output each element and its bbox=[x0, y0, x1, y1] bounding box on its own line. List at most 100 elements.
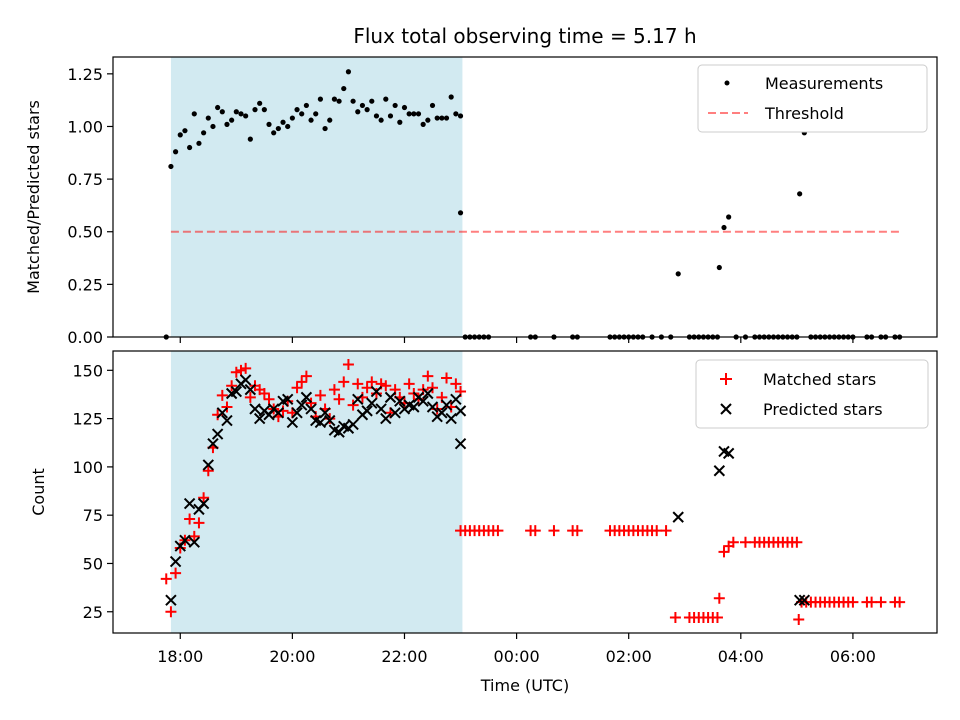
measurement-point bbox=[201, 130, 207, 136]
matched-series bbox=[160, 359, 906, 625]
bottom-legend: Matched stars Predicted stars bbox=[695, 359, 929, 429]
matched-point bbox=[342, 359, 354, 371]
measurement-point bbox=[266, 121, 272, 127]
measurement-point bbox=[336, 98, 342, 104]
matched-point bbox=[226, 380, 238, 392]
matched-point bbox=[324, 413, 336, 425]
top-legend: Measurements Threshold bbox=[697, 64, 928, 133]
matched-point bbox=[244, 391, 256, 403]
matched-point bbox=[866, 596, 878, 608]
predicted-point bbox=[394, 395, 406, 407]
top-panel: 0.00 0.25 0.50 0.75 1.00 1.25 Matched/Predict… bbox=[24, 56, 938, 347]
measurement-point bbox=[229, 117, 235, 123]
measurement-point bbox=[224, 121, 230, 127]
measurement-point bbox=[271, 130, 277, 136]
x-axis-label: Time (UTC) bbox=[480, 676, 569, 695]
top-x-ticks bbox=[179, 337, 854, 343]
measurement-point bbox=[350, 98, 356, 104]
matched-point bbox=[548, 525, 560, 537]
measurement-point bbox=[308, 117, 314, 123]
matched-point bbox=[221, 401, 233, 413]
matched-point bbox=[202, 465, 214, 477]
predicted-point bbox=[221, 414, 233, 427]
matched-point bbox=[333, 393, 345, 405]
y-tick-label: 125 bbox=[72, 410, 103, 429]
predicted-point bbox=[798, 594, 811, 606]
predicted-point bbox=[249, 403, 261, 415]
predicted-point bbox=[179, 534, 191, 546]
matched-point bbox=[328, 384, 340, 396]
measurement-point bbox=[238, 111, 244, 117]
predicted-point bbox=[375, 403, 387, 415]
measurement-point bbox=[247, 136, 253, 142]
matched-point bbox=[492, 525, 504, 537]
matched-point bbox=[571, 525, 583, 537]
matched-point bbox=[370, 387, 382, 399]
x-tick-label: 18:00 bbox=[157, 647, 203, 666]
predicted-point bbox=[272, 407, 285, 419]
predicted-point bbox=[207, 438, 219, 450]
matched-point bbox=[660, 525, 672, 537]
matched-point bbox=[727, 536, 739, 548]
predicted-point bbox=[291, 407, 303, 419]
measurement-point bbox=[303, 102, 309, 109]
predicted-point bbox=[324, 414, 336, 427]
predicted-point bbox=[389, 407, 401, 419]
predicted-point bbox=[422, 387, 434, 400]
measurement-point bbox=[280, 119, 286, 125]
predicted-point bbox=[253, 412, 266, 425]
matched-point bbox=[352, 378, 364, 390]
predicted-point bbox=[361, 405, 373, 417]
matched-point bbox=[160, 573, 172, 585]
measurement-point bbox=[726, 214, 732, 220]
measurement-point bbox=[327, 117, 333, 123]
measurement-point bbox=[675, 271, 681, 277]
matched-point bbox=[793, 613, 805, 625]
measurement-point bbox=[359, 102, 366, 109]
chart-title: Flux total observing time = 5.17 h bbox=[353, 24, 696, 48]
measurement-point bbox=[313, 111, 319, 117]
measurement-point bbox=[387, 113, 394, 119]
measurement-point bbox=[448, 94, 454, 100]
y-tick-label: 1.00 bbox=[67, 117, 103, 136]
matched-point bbox=[361, 382, 373, 394]
measurement-point bbox=[355, 109, 361, 115]
legend-measurements-marker bbox=[724, 80, 730, 86]
measurement-point bbox=[439, 115, 445, 121]
observing-window-span bbox=[170, 57, 463, 337]
measurement-point bbox=[425, 117, 431, 123]
measurement-point bbox=[457, 210, 464, 216]
x-tick-label: 04:00 bbox=[718, 647, 764, 666]
measurement-point bbox=[252, 107, 258, 113]
predicted-point bbox=[239, 374, 252, 386]
predicted-point bbox=[454, 438, 467, 450]
predicted-point bbox=[314, 416, 327, 429]
predicted-point bbox=[450, 393, 462, 405]
y-tick-label: 0.00 bbox=[67, 328, 103, 347]
predicted-point bbox=[197, 497, 210, 510]
measurement-point bbox=[331, 96, 338, 102]
matched-point bbox=[170, 567, 182, 579]
legend-predicted-label: Predicted stars bbox=[763, 400, 883, 419]
measurement-point bbox=[392, 102, 398, 109]
predicted-point bbox=[244, 383, 257, 396]
predicted-point bbox=[300, 391, 313, 404]
matched-point bbox=[184, 513, 196, 525]
x-tick-label: 06:00 bbox=[830, 647, 876, 666]
matched-point bbox=[235, 364, 247, 376]
predicted-point bbox=[319, 407, 331, 419]
measurement-point bbox=[233, 109, 239, 115]
predicted-point bbox=[713, 465, 726, 477]
y-tick-label: 100 bbox=[72, 458, 103, 477]
legend-measurements-label: Measurements bbox=[765, 74, 883, 93]
y-tick-label: 0.50 bbox=[67, 223, 103, 242]
predicted-point bbox=[370, 385, 383, 398]
y-tick-label: 75 bbox=[83, 506, 103, 525]
measurement-point bbox=[243, 113, 249, 119]
x-tick-label: 22:00 bbox=[381, 647, 427, 666]
measurement-point bbox=[373, 113, 380, 119]
top-shaded-span bbox=[170, 57, 463, 337]
y-tick-label: 150 bbox=[72, 361, 103, 380]
bottom-plot-frame bbox=[112, 350, 938, 634]
predicted-point bbox=[380, 412, 392, 425]
